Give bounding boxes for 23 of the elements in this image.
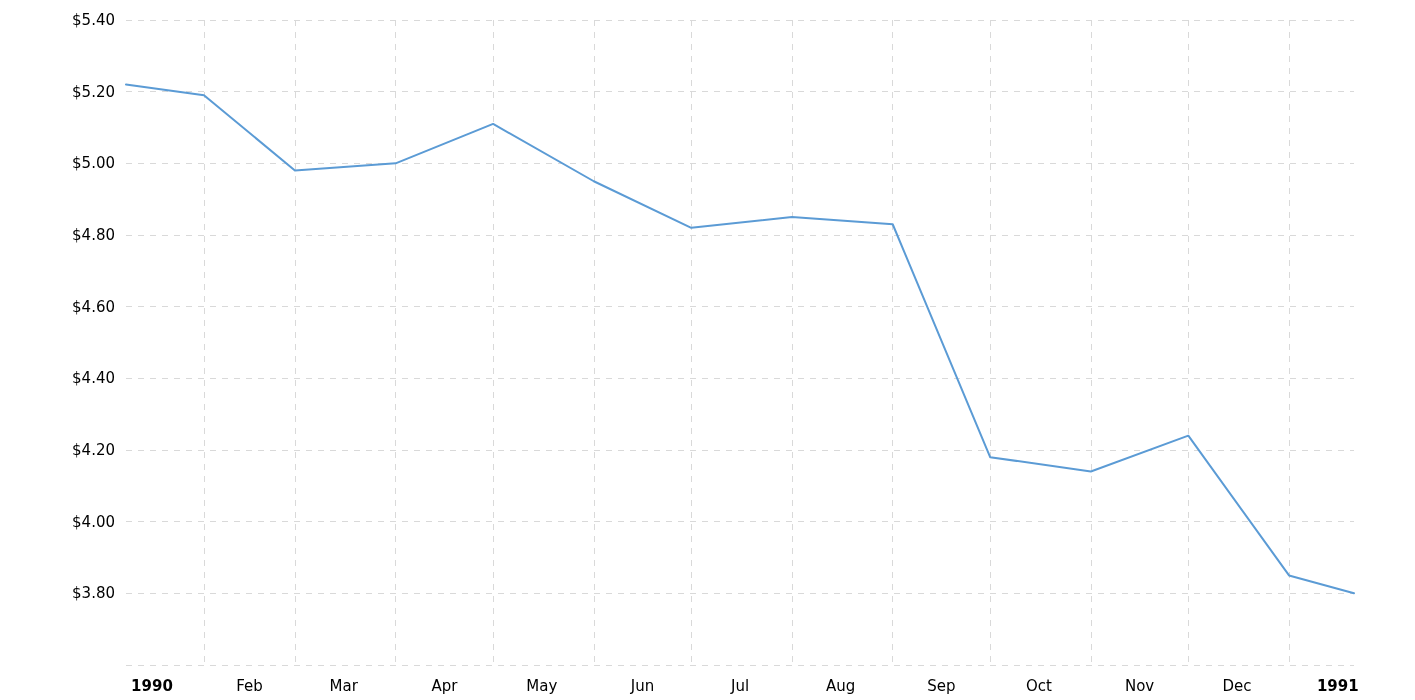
x-tick-label: Jun — [629, 676, 655, 695]
y-tick-label: $5.20 — [72, 82, 115, 101]
x-tick-label: Feb — [236, 676, 263, 695]
y-tick-label: $5.00 — [72, 154, 115, 173]
x-tick-label: Oct — [1025, 676, 1052, 695]
y-tick-label: $5.40 — [72, 11, 115, 29]
x-tick-label: Jul — [729, 676, 750, 695]
x-tick-label: 1991 — [1316, 676, 1359, 695]
y-tick-label: $4.20 — [72, 441, 115, 459]
x-tick-label: Sep — [927, 676, 956, 695]
line-series — [125, 83, 1355, 595]
x-tick-label: May — [526, 676, 558, 695]
y-tick-label: $4.00 — [72, 512, 115, 531]
y-tick-label: $4.80 — [72, 226, 115, 244]
x-tick-label: 1990 — [131, 676, 173, 695]
x-tick-label: Nov — [1124, 676, 1155, 695]
x-tick-label: Mar — [329, 676, 359, 695]
y-tick-label: $3.80 — [72, 584, 115, 603]
x-tick-label: Dec — [1222, 676, 1252, 695]
x-tick-label: Apr — [431, 676, 459, 695]
x-tick-label: Aug — [826, 676, 856, 695]
y-tick-label: $4.40 — [72, 369, 115, 388]
y-tick-label: $4.60 — [72, 297, 115, 316]
